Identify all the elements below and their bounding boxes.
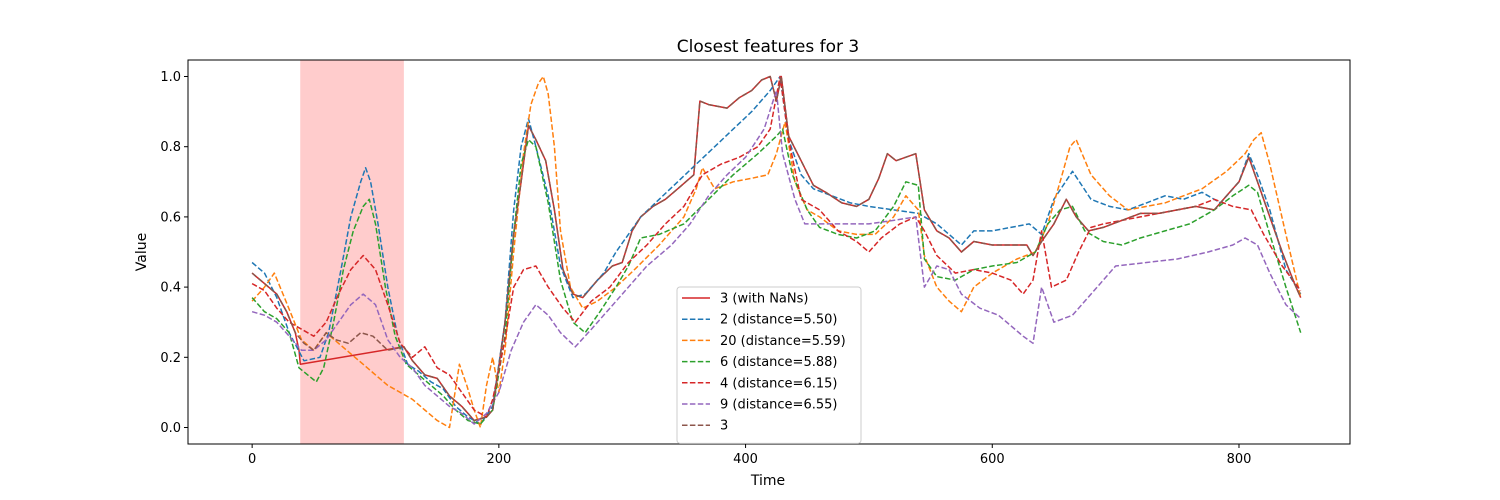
x-tick-label: 600 bbox=[980, 452, 1005, 467]
series-line-6 bbox=[251, 75, 1302, 422]
legend-label: 9 (distance=6.55) bbox=[720, 398, 837, 413]
series-layer bbox=[251, 75, 1302, 429]
y-tick-label: 0.6 bbox=[160, 210, 181, 225]
y-tick-label: 0.4 bbox=[160, 281, 181, 296]
legend-label: 20 (distance=5.59) bbox=[720, 334, 846, 349]
legend-label: 2 (distance=5.50) bbox=[720, 313, 837, 328]
chart-title: Closest features for 3 bbox=[677, 37, 859, 57]
series-line-2 bbox=[251, 75, 1302, 429]
y-tick-label: 0.2 bbox=[160, 351, 181, 366]
legend-box bbox=[676, 286, 862, 444]
y-tick-label: 0.0 bbox=[160, 421, 181, 436]
legend-label: 3 (with NaNs) bbox=[720, 292, 808, 307]
y-axis-label: Value bbox=[134, 233, 150, 271]
legend: 3 (with NaNs) 2 (distance=5.50) 20 (distan… bbox=[676, 286, 862, 444]
series-line-1 bbox=[251, 75, 1302, 425]
y-tick-label: 0.8 bbox=[160, 140, 181, 155]
legend-label: 6 (distance=5.88) bbox=[720, 355, 837, 370]
y-axis-ticks: 0.0 0.2 0.4 0.6 0.8 1.0 bbox=[160, 70, 188, 436]
legend-label: 4 (distance=6.15) bbox=[720, 376, 837, 391]
x-axis-ticks: 0 200 400 600 800 bbox=[248, 444, 1251, 467]
x-tick-label: 800 bbox=[1227, 452, 1252, 467]
x-axis-label: Time bbox=[750, 473, 785, 489]
plot-frame bbox=[187, 59, 1351, 445]
x-tick-label: 0 bbox=[248, 452, 256, 467]
legend-label: 3 bbox=[720, 419, 728, 434]
y-tick-label: 1.0 bbox=[160, 70, 181, 85]
highlight-region bbox=[300, 60, 404, 444]
highlight-region-layer bbox=[300, 60, 404, 444]
x-tick-label: 400 bbox=[733, 452, 758, 467]
series-line-5 bbox=[251, 89, 1302, 425]
x-tick-label: 200 bbox=[486, 452, 511, 467]
